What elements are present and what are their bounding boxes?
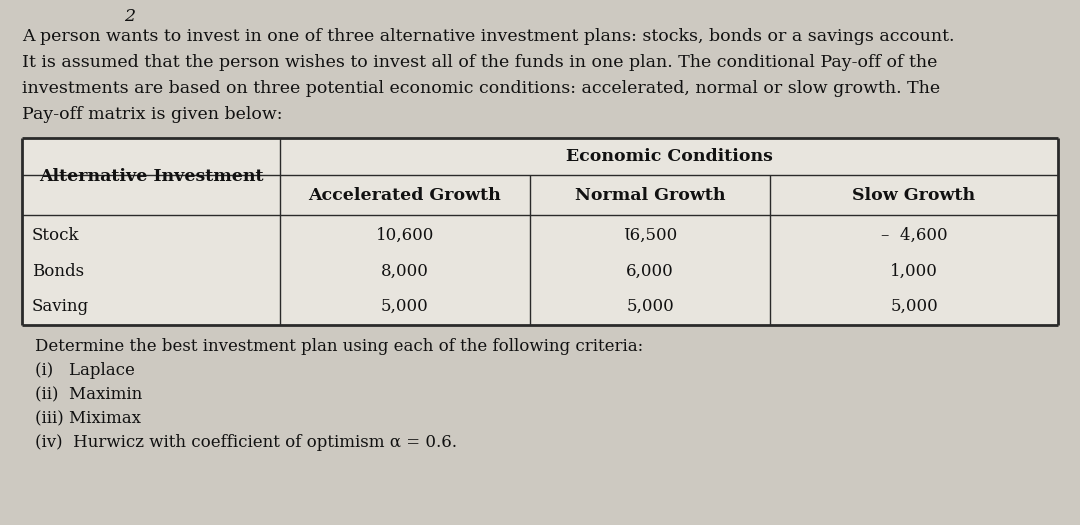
Text: investments are based on three potential economic conditions: accelerated, norma: investments are based on three potential… xyxy=(22,80,940,97)
Text: Stock: Stock xyxy=(32,226,80,244)
Text: 6,000: 6,000 xyxy=(626,263,674,280)
Text: 10,600: 10,600 xyxy=(376,226,434,244)
Text: 5,000: 5,000 xyxy=(381,298,429,315)
Text: Bonds: Bonds xyxy=(32,263,84,280)
Text: It is assumed that the person wishes to invest all of the funds in one plan. The: It is assumed that the person wishes to … xyxy=(22,54,937,71)
Text: Pay-off matrix is given below:: Pay-off matrix is given below: xyxy=(22,106,283,123)
Text: Slow Growth: Slow Growth xyxy=(852,186,975,204)
Text: (iii) Miximax: (iii) Miximax xyxy=(35,410,141,427)
Text: Normal Growth: Normal Growth xyxy=(575,186,726,204)
Text: Accelerated Growth: Accelerated Growth xyxy=(309,186,501,204)
Text: 2: 2 xyxy=(124,8,135,25)
Text: (i)   Laplace: (i) Laplace xyxy=(35,362,135,379)
Bar xyxy=(22,138,1058,325)
Text: (ii)  Maximin: (ii) Maximin xyxy=(35,386,143,403)
Text: –  4,600: – 4,600 xyxy=(880,226,947,244)
Text: (iv)  Hurwicz with coefficient of optimism α = 0.6.: (iv) Hurwicz with coefficient of optimis… xyxy=(35,434,457,451)
Text: 1,000: 1,000 xyxy=(890,263,937,280)
Text: Ɩ6,500: Ɩ6,500 xyxy=(623,226,677,244)
Text: Determine the best investment plan using each of the following criteria:: Determine the best investment plan using… xyxy=(35,338,644,355)
Text: Economic Conditions: Economic Conditions xyxy=(566,148,772,165)
Text: 8,000: 8,000 xyxy=(381,263,429,280)
Text: Alternative Investment: Alternative Investment xyxy=(39,168,264,185)
Text: 5,000: 5,000 xyxy=(890,298,937,315)
Text: 5,000: 5,000 xyxy=(626,298,674,315)
Text: A person wants to invest in one of three alternative investment plans: stocks, b: A person wants to invest in one of three… xyxy=(22,28,955,45)
Text: Saving: Saving xyxy=(32,298,90,315)
